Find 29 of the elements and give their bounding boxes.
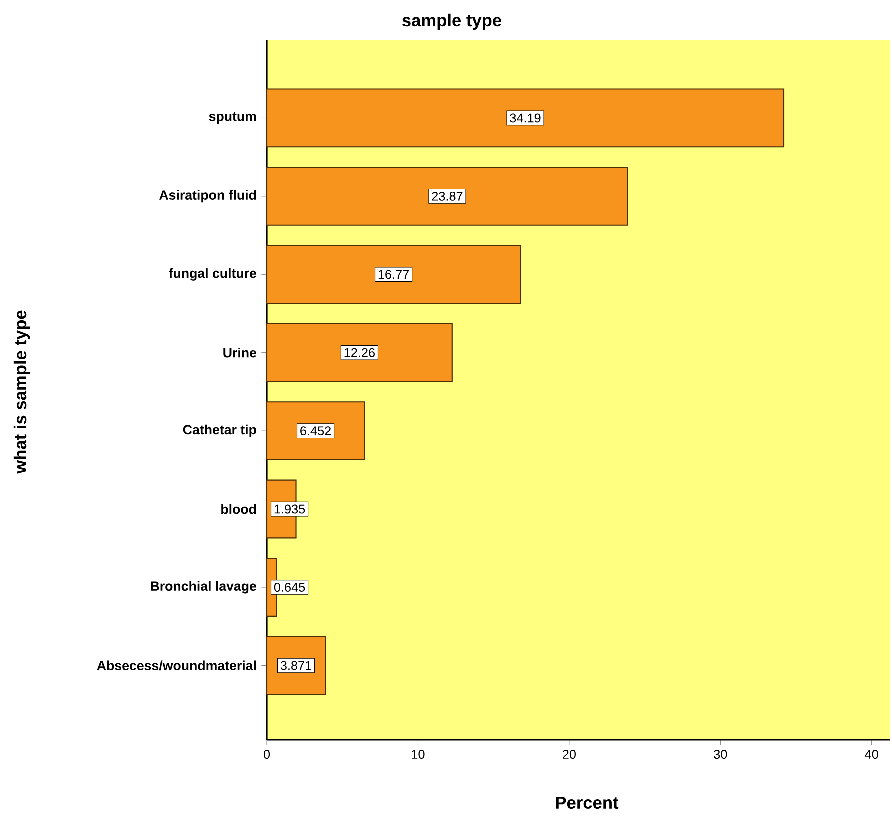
y-tick-label: fungal culture [169, 268, 256, 281]
data-label: 34.19 [510, 114, 541, 123]
bar [266, 88, 785, 148]
bar [266, 402, 366, 461]
y-tick-label: Cathetar tip [183, 424, 256, 438]
data-label: 6.452 [300, 426, 332, 436]
x-tick-label: 40 [865, 750, 878, 760]
x-tick-label: 30 [714, 750, 728, 760]
data-label: 23.87 [432, 192, 463, 201]
y-tick-label: Urine [224, 348, 257, 358]
data-label: 1.935 [274, 504, 306, 514]
bar [266, 166, 628, 226]
bar [266, 323, 453, 382]
bar [266, 245, 522, 304]
data-label: 0.645 [274, 583, 306, 592]
y-tick-label: blood [222, 504, 256, 514]
x-axis-title: Percent [556, 796, 619, 810]
data-label: 3.871 [280, 661, 312, 670]
data-label: 16.77 [378, 270, 410, 280]
y-tick-label: Asiratipon fluid [160, 190, 256, 203]
y-tick-label: Absecess/woundmaterial [97, 660, 256, 671]
x-tick-label: 0 [264, 750, 270, 760]
chart-title: sample type [402, 14, 502, 30]
y-tick-label: Bronchial lavage [151, 581, 256, 594]
x-tick-label: 20 [563, 750, 576, 760]
data-label: 12.26 [344, 348, 375, 358]
y-axis-title: what is sample type [14, 310, 30, 474]
x-tick-label: 10 [412, 750, 425, 760]
y-tick-label: sputum [209, 112, 256, 124]
